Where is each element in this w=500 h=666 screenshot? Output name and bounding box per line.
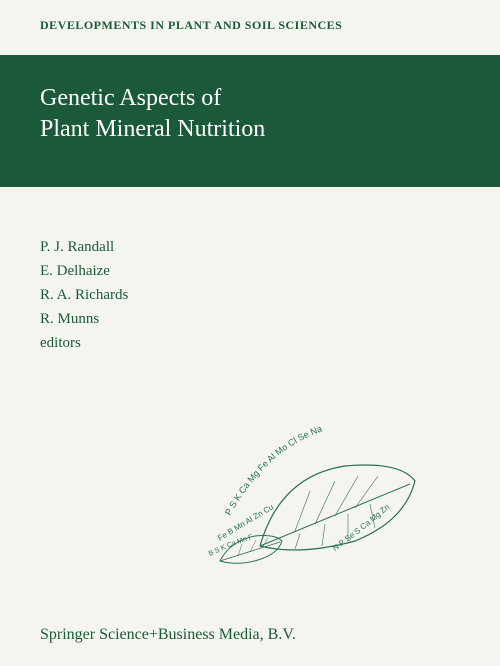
book-title-line1: Genetic Aspects of <box>40 83 460 114</box>
title-band: Genetic Aspects of Plant Mineral Nutriti… <box>0 55 500 187</box>
book-title-line2: Plant Mineral Nutrition <box>40 114 460 145</box>
series-title: DEVELOPMENTS IN PLANT AND SOIL SCIENCES <box>0 0 500 45</box>
svg-text:P S K Ca Mg Fe Al Mo Cl Se Na: P S K Ca Mg Fe Al Mo Cl Se Na <box>223 424 323 517</box>
editor-name: P. J. Randall <box>40 235 460 259</box>
editor-name: R. Munns <box>40 307 460 331</box>
editors-block: P. J. Randall E. Delhaize R. A. Richards… <box>0 187 500 355</box>
editor-name: R. A. Richards <box>40 283 460 307</box>
leaf-icon: P S K Ca Mg Fe Al Mo Cl Se Na Fe B Mn Al… <box>200 376 440 576</box>
publisher-name: Springer Science+Business Media, B.V. <box>40 626 296 644</box>
editors-label: editors <box>40 331 460 355</box>
editor-name: E. Delhaize <box>40 259 460 283</box>
